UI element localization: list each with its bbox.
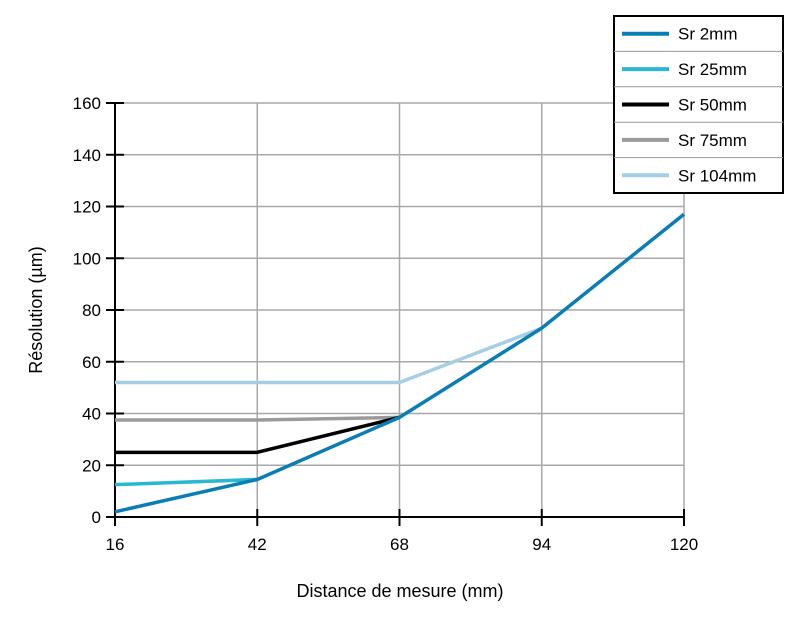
x-tick-label: 16 (106, 535, 125, 554)
x-axis-label: Distance de mesure (mm) (296, 581, 503, 601)
y-tick-label: 160 (73, 94, 101, 113)
series-lines (114, 212, 686, 514)
x-tick-label: 42 (248, 535, 267, 554)
x-tick-label: 120 (670, 535, 698, 554)
series-line-sr-2mm (114, 212, 686, 514)
legend-label: Sr 2mm (678, 25, 738, 44)
y-tick-label: 120 (73, 198, 101, 217)
y-tick-label: 40 (82, 405, 101, 424)
y-tick-label: 0 (92, 508, 101, 527)
series-line-sr-50mm (115, 415, 400, 455)
y-tick-label: 20 (82, 456, 101, 475)
x-tick-label: 94 (532, 535, 551, 554)
legend-label: Sr 104mm (678, 166, 756, 185)
grid (114, 102, 685, 518)
y-tick-label: 140 (73, 146, 101, 165)
series-line-sr-104mm (115, 326, 543, 385)
y-axis-label: Résolution (µm) (26, 246, 46, 373)
series-line-sr-75mm (115, 415, 400, 422)
legend-label: Sr 25mm (678, 60, 747, 79)
legend-label: Sr 75mm (678, 131, 747, 150)
x-tick-label: 68 (390, 535, 409, 554)
y-tick-label: 80 (82, 301, 101, 320)
axes: 0 20 40 60 80 100 120 140 160 16 42 68 94 120 (73, 94, 699, 554)
y-tick-label: 60 (82, 353, 101, 372)
series-line-sr-25mm (114, 477, 258, 487)
y-tick-label: 100 (73, 249, 101, 268)
legend: Sr 2mm Sr 25mm Sr 50mm Sr 75mm Sr 104mm (613, 15, 784, 194)
legend-label: Sr 50mm (678, 96, 747, 115)
